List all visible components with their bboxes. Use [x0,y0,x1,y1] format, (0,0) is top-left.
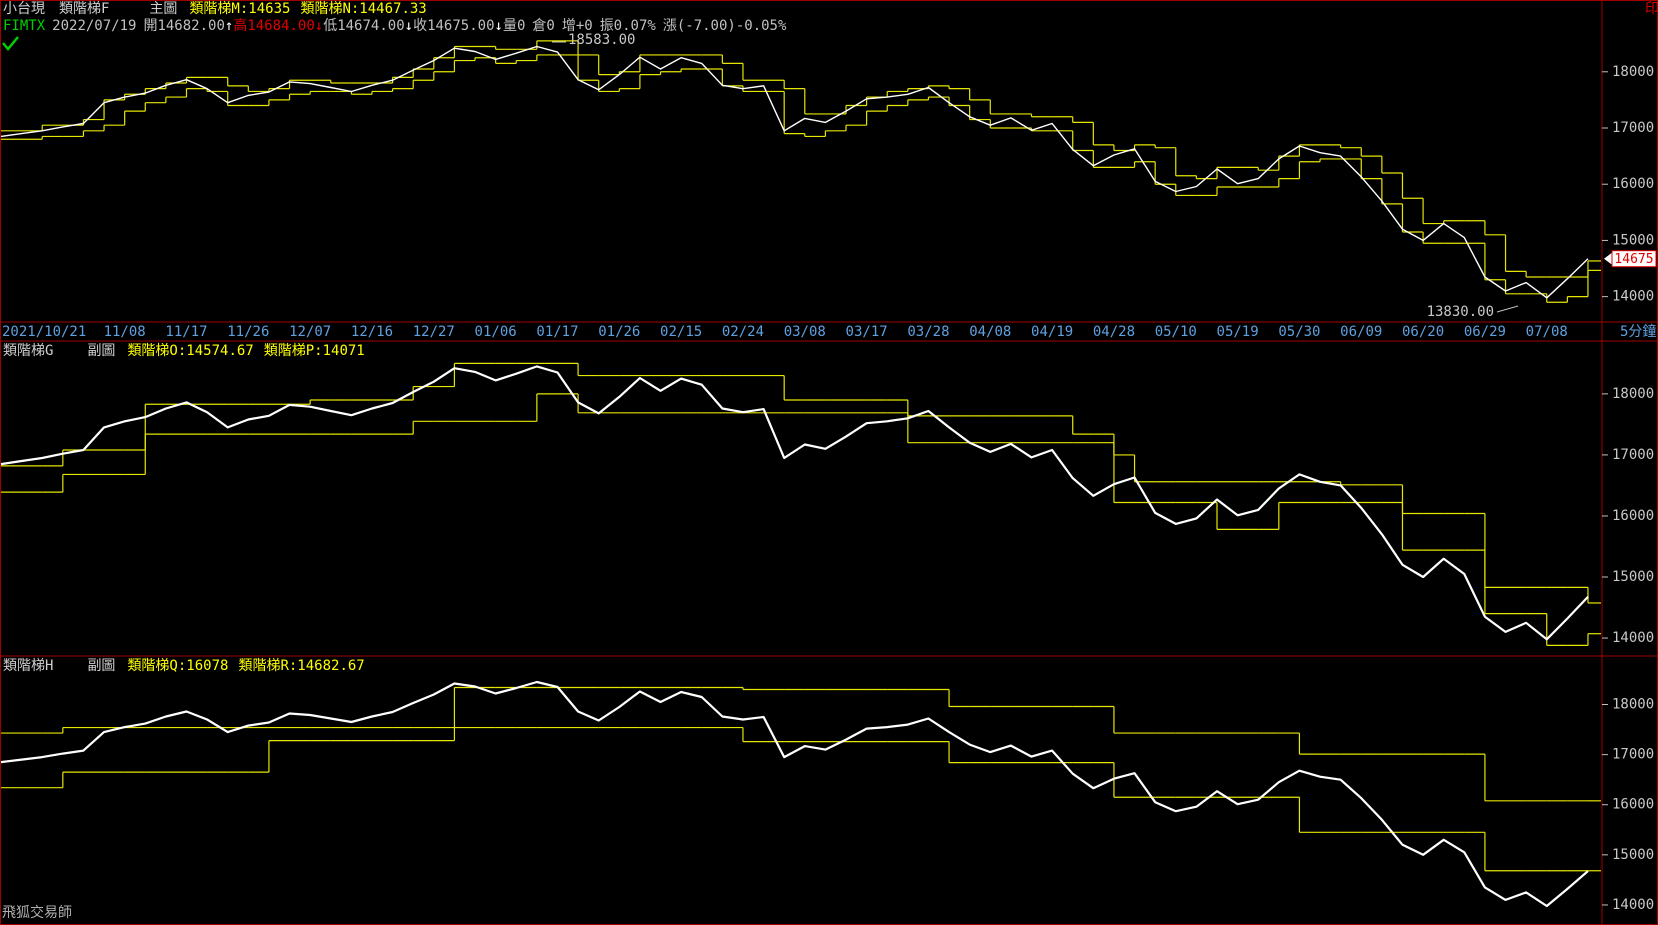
x-tick-label: 12/07 [289,324,331,340]
x-tick-label: 11/26 [227,324,269,340]
quote-item: 振0.07% [600,18,657,34]
x-tick-label: 04/19 [1031,324,1073,340]
annotation: 18583.00 [568,32,635,48]
y-tick-label: 18000 [1612,64,1654,80]
y-tick-label: 15000 [1612,569,1654,585]
y-tick-label: 16000 [1612,508,1654,524]
quote-item: 增+0 [562,18,593,34]
x-tick-label: 12/27 [413,324,455,340]
x-tick-label: 01/17 [536,324,578,340]
panel-title: 類階梯F [59,1,109,17]
last-price-box [1611,250,1657,268]
panel-title: 類階梯G [3,343,53,359]
y-tick-label: 14000 [1612,630,1654,646]
x-tick-label: 12/16 [351,324,393,340]
x-tick-label: 06/29 [1464,324,1506,340]
panel-kind: 副圖 [87,658,115,674]
x-tick-label: 01/26 [598,324,640,340]
legend-entry: 類階梯R:14682.67 [238,658,364,674]
price-line [0,365,1589,641]
x-tick-label: 03/17 [846,324,888,340]
price-line [0,45,1589,299]
panel-kind: 副圖 [87,343,115,359]
legend-entry: 類階梯O:14574.67 [127,343,253,359]
quote-item: 低14674.00 [323,18,404,34]
x-tick-label: 07/08 [1526,324,1568,340]
print-button[interactable]: 印 [1645,1,1658,17]
annotation: 13830.00 [1427,304,1494,320]
x-tick-label: 05/19 [1217,324,1259,340]
panel-title: 類階梯H [3,658,53,674]
y-tick-label: 18000 [1612,697,1654,713]
x-tick-label: 11/17 [165,324,207,340]
quote-item: 漲(-7.00)-0.05% [663,18,787,34]
y-tick-label: 15000 [1612,847,1654,863]
x-tick-label: 05/30 [1278,324,1320,340]
quote-item: FIMTX [3,18,46,34]
legend-entry: 類階梯Q:16078 [127,658,228,674]
interval-label: 5分鐘 [1620,323,1656,340]
y-tick-label: 15000 [1612,232,1654,248]
x-tick-label: 06/09 [1340,324,1382,340]
x-tick-label: 04/28 [1093,324,1135,340]
quote-item: 量0 [503,18,525,34]
quote-item: 收14675.00 [413,18,494,34]
x-tick-label: 06/20 [1402,324,1444,340]
x-tick-label: 02/24 [722,324,764,340]
quote-item: ↓ [315,18,323,34]
quote-item: 高14684.00 [233,17,314,34]
symbol: 小台現 [3,1,45,17]
last-price: 14675 [1614,252,1653,267]
x-tick-label: 11/08 [104,324,146,340]
y-tick-label: 18000 [1612,386,1654,402]
y-tick-label: 16000 [1612,797,1654,813]
x-tick-label: 02/15 [660,324,702,340]
panel-header: 小台現 類階梯F 主圖 類階梯M:14635 類階梯N:14467.33 [3,1,427,17]
y-tick-label: 17000 [1612,747,1654,763]
quote-item: 2022/07/19 [52,18,136,34]
x-tick-label: 05/10 [1155,324,1197,340]
quote-item: ↓ [495,18,503,34]
last-price-pointer [1604,252,1612,265]
legend-entry: 類階梯M:14635 [189,1,290,17]
panel-header: 類階梯G 副圖 類階梯O:14574.67 類階梯P:14071 [3,343,365,359]
quote-item: 開14682.00 [143,18,224,34]
quote-item: ↓ [405,18,413,34]
quote-item: 倉0 [532,18,554,34]
check-icon [2,36,19,51]
x-tick-label: 03/08 [784,324,826,340]
y-tick-label: 17000 [1612,120,1654,136]
app-name: 飛狐交易師 [2,904,72,921]
legend-entry: 類階梯P:14071 [264,343,365,359]
x-tick-label: 2021/10/21 [2,324,86,340]
price-line [0,680,1589,908]
x-tick-label: 01/06 [475,324,517,340]
annotation-leader [1496,305,1519,313]
y-tick-label: 14000 [1612,289,1654,305]
panel-header: 類階梯H 副圖 類階梯Q:16078 類階梯R:14682.67 [3,658,365,674]
y-tick-label: 17000 [1612,447,1654,463]
x-tick-label: 03/28 [907,324,949,340]
panel-kind: 主圖 [149,1,177,17]
y-tick-label: 14000 [1612,897,1654,913]
quote-line: FIMTX 2022/07/19 開14682.00↑高14684.00↓低1467… [3,17,787,34]
x-tick-label: 04/08 [969,324,1011,340]
y-tick-label: 16000 [1612,176,1654,192]
quote-item: ↑ [225,18,233,34]
legend-entry: 類階梯N:14467.33 [300,1,426,17]
